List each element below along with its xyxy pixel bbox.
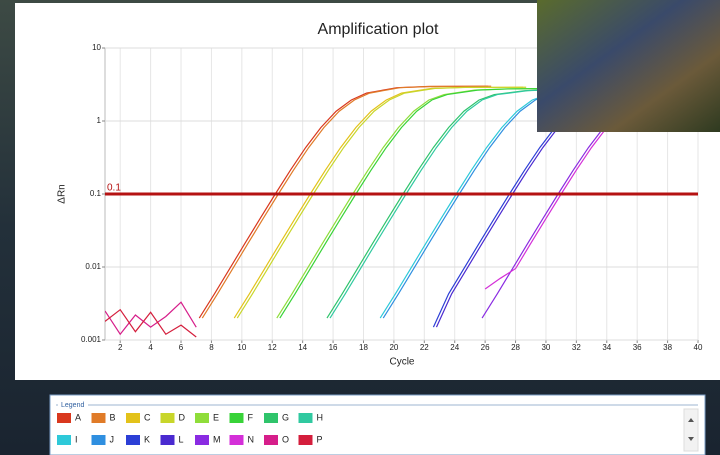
x-tick-label: 32: [572, 343, 581, 352]
x-tick-label: 40: [694, 343, 703, 352]
scrollbar[interactable]: [684, 409, 698, 451]
legend-label: A: [75, 412, 81, 422]
x-tick-label: 26: [481, 343, 490, 352]
y-tick-label: 1: [97, 116, 102, 125]
x-tick-label: 30: [541, 343, 550, 352]
legend-swatch: [299, 435, 313, 445]
legend-swatch: [92, 435, 106, 445]
x-tick-label: 18: [359, 343, 368, 352]
legend-label: O: [282, 434, 289, 444]
legend-swatch: [299, 413, 313, 423]
legend-label: E: [213, 412, 219, 422]
legend-label: I: [75, 434, 78, 444]
legend-swatch: [126, 413, 140, 423]
x-tick-label: 22: [420, 343, 429, 352]
x-tick-label: 34: [602, 343, 611, 352]
legend-label: B: [110, 412, 116, 422]
legend-label: K: [144, 434, 150, 444]
x-tick-label: 16: [329, 343, 338, 352]
legend-label: C: [144, 412, 151, 422]
legend-swatch: [264, 413, 278, 423]
legend-swatch: [57, 435, 71, 445]
x-tick-label: 12: [268, 343, 277, 352]
legend-label: M: [213, 434, 221, 444]
chart-title: Amplification plot: [318, 21, 440, 38]
legend-label: D: [179, 412, 186, 422]
legend-swatch: [57, 413, 71, 423]
legend-label: J: [110, 434, 115, 444]
y-tick-label: 0.1: [90, 189, 102, 198]
screenshot: 2468101214161820222426283032343638400.00…: [0, 0, 720, 455]
legend-swatch: [230, 413, 244, 423]
legend-title: Legend: [61, 402, 84, 409]
legend-swatch: [264, 435, 278, 445]
x-tick-label: 2: [118, 343, 123, 352]
x-tick-label: 38: [663, 343, 672, 352]
overlay-photo: [537, 0, 720, 132]
legend-label: H: [317, 412, 324, 422]
legend-swatch: [195, 435, 209, 445]
legend-label: F: [248, 412, 254, 422]
x-tick-label: 4: [148, 343, 153, 352]
threshold-label: 0.1: [107, 183, 121, 194]
legend-panel: [50, 395, 705, 455]
x-tick-label: 24: [450, 343, 459, 352]
x-tick-label: 10: [237, 343, 246, 352]
y-tick-label: 0.001: [81, 335, 102, 344]
legend-swatch: [230, 435, 244, 445]
x-tick-label: 20: [389, 343, 398, 352]
x-tick-label: 36: [633, 343, 642, 352]
legend-swatch: [161, 413, 175, 423]
x-tick-label: 14: [298, 343, 307, 352]
x-axis-label: Cycle: [389, 357, 414, 368]
legend-label: N: [248, 434, 255, 444]
legend-swatch: [126, 435, 140, 445]
legend-swatch: [92, 413, 106, 423]
x-tick-label: 6: [179, 343, 184, 352]
y-tick-label: 10: [92, 43, 101, 52]
legend-swatch: [195, 413, 209, 423]
y-tick-label: 0.01: [85, 262, 101, 271]
legend-swatch: [161, 435, 175, 445]
y-axis-label: ΔRn: [57, 184, 68, 203]
x-tick-label: 8: [209, 343, 214, 352]
legend-label: P: [317, 434, 323, 444]
legend-label: G: [282, 412, 289, 422]
legend-label: L: [179, 434, 184, 444]
x-tick-label: 28: [511, 343, 520, 352]
